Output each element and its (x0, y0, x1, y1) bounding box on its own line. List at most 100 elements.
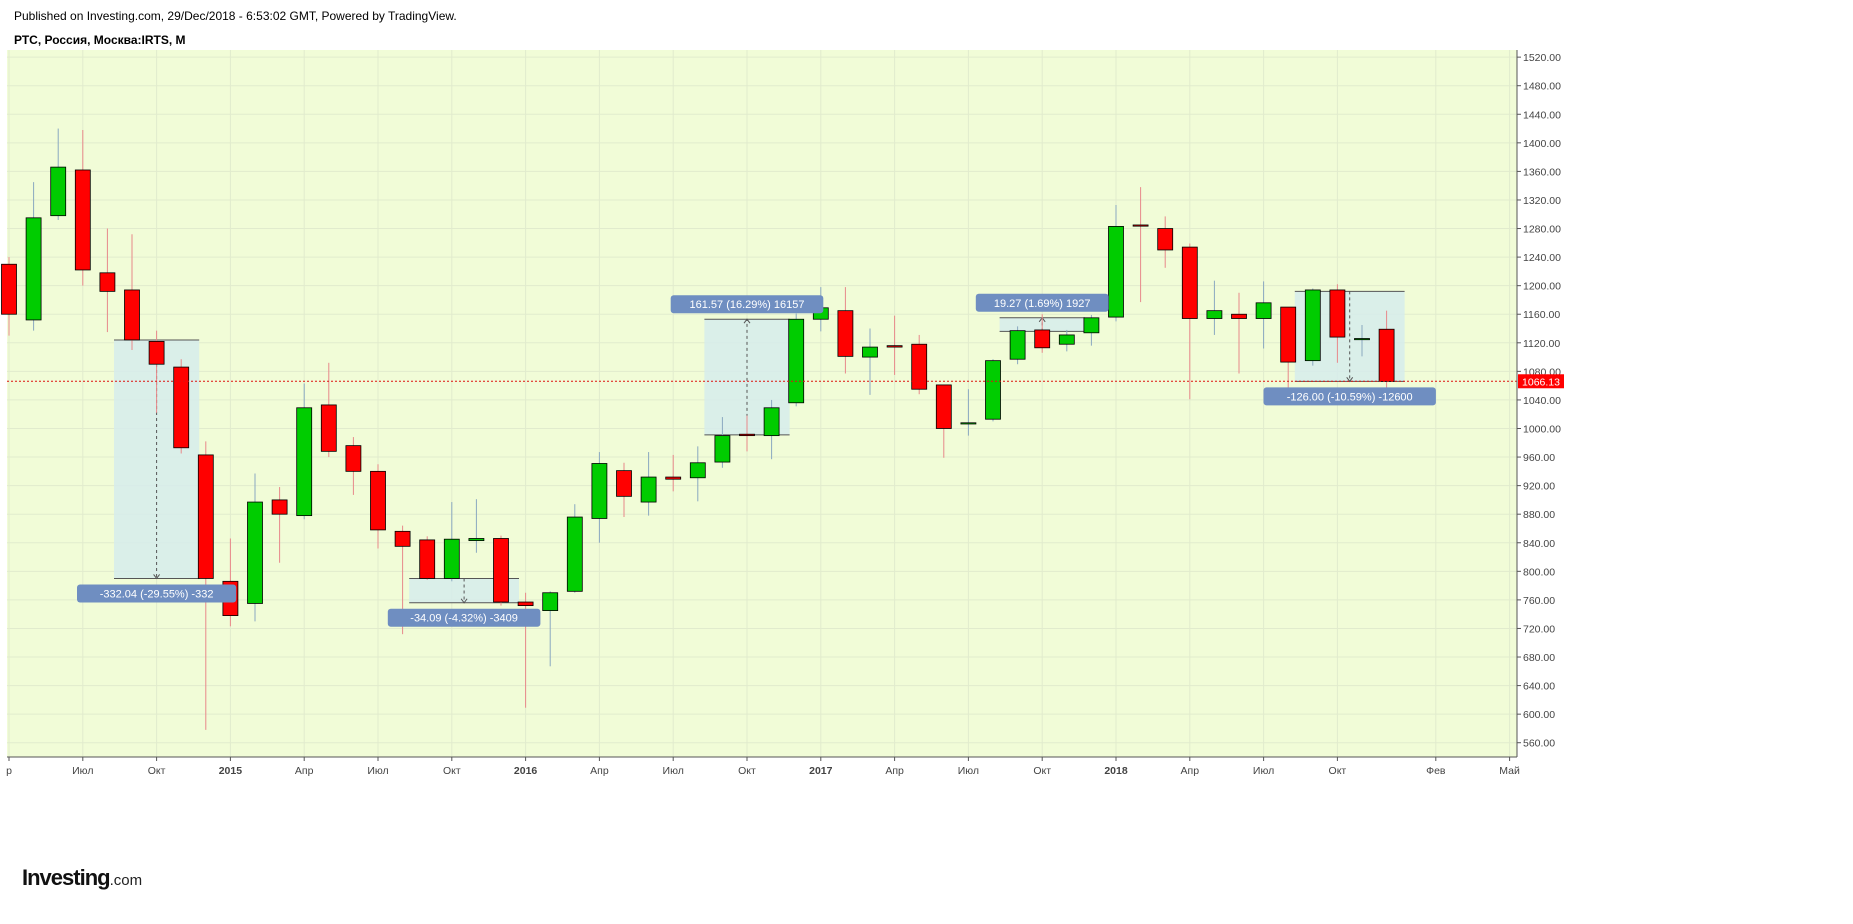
candle-2014-06[interactable] (50, 166, 67, 217)
price-tick-label: 1200.00 (1523, 281, 1561, 293)
candle-2015-11[interactable] (468, 538, 485, 542)
price-tick-label: 720.00 (1523, 623, 1555, 635)
price-tick-label: 800.00 (1523, 566, 1555, 578)
time-tick-label: Апр (295, 765, 314, 777)
candle-2015-05[interactable] (320, 404, 337, 452)
price-tick-label: 680.00 (1523, 652, 1555, 664)
candle-2014-05[interactable] (25, 217, 42, 321)
price-tick-label: 640.00 (1523, 681, 1555, 693)
candle-2018-08[interactable] (1280, 306, 1297, 363)
candle-2015-02[interactable] (247, 501, 263, 604)
candle-2016-06[interactable] (640, 476, 657, 503)
measure-label-bg (975, 293, 1109, 312)
candle-2018-09[interactable] (1304, 289, 1321, 362)
candle-2017-10[interactable] (1034, 329, 1051, 349)
candle-2014-09[interactable] (124, 289, 140, 341)
candle-2015-03[interactable] (271, 499, 288, 515)
candle-2015-09[interactable] (419, 539, 436, 579)
measure-label-bg (387, 608, 541, 627)
measure-label: 161.57 (16.29%) 16157 (670, 295, 824, 314)
candle-2016-04[interactable] (591, 463, 608, 519)
price-axis[interactable]: 560.00 600.00 640.00 680.00 720.00 760.00 800.… (1516, 50, 1853, 757)
time-tick-label: 2016 (514, 765, 538, 777)
candle-2014-11[interactable] (173, 366, 190, 449)
candle-2016-08[interactable] (689, 462, 706, 479)
price-tick-label: 600.00 (1523, 709, 1555, 721)
candle-2014-07[interactable] (74, 169, 91, 271)
time-tick-label: Фев (1426, 765, 1446, 777)
price-tick-label: 1480.00 (1523, 81, 1561, 93)
measure-arrowhead (1346, 377, 1354, 383)
candle-2018-06[interactable] (1231, 313, 1247, 319)
candle-2015-07[interactable] (370, 470, 386, 531)
candle-2015-08[interactable] (394, 530, 411, 547)
time-tick-label: 2018 (1104, 765, 1128, 777)
candle-2017-02[interactable] (837, 310, 854, 357)
candle-2016-03[interactable] (566, 516, 583, 592)
candle-2015-12[interactable] (493, 538, 509, 603)
last-price-badge (1518, 374, 1564, 389)
measure-arrowhead (460, 598, 468, 604)
candle-2017-03[interactable] (862, 346, 878, 358)
candle-2018-07[interactable] (1255, 302, 1272, 319)
candle-2017-06[interactable] (935, 384, 952, 429)
candle-2018-10[interactable] (1329, 289, 1346, 338)
candle-2017-07[interactable] (960, 422, 977, 425)
measure-label: -126.00 (-10.59%) -12600 (1263, 387, 1436, 406)
symbol-title: РТС, Россия, Москва:IRTS, M (14, 33, 186, 47)
price-axis-bg (1517, 50, 1853, 757)
candle-2017-05[interactable] (911, 343, 928, 390)
measure-arrowhead (153, 574, 160, 580)
investing-logo[interactable]: Investing.com (22, 865, 142, 891)
candle-2015-10[interactable] (443, 538, 460, 579)
candle-2017-12[interactable] (1083, 317, 1100, 334)
time-tick-label: Июл (367, 765, 388, 777)
candle-2018-03[interactable] (1157, 228, 1174, 251)
candle-2017-04[interactable] (886, 345, 903, 348)
measure-label-bg (77, 584, 237, 603)
candle-2018-11[interactable] (1354, 338, 1370, 341)
candle-2016-12[interactable] (788, 318, 805, 404)
candle-2014-12[interactable] (197, 454, 214, 579)
candle-2016-01[interactable] (517, 601, 534, 607)
candle-2014-10[interactable] (148, 340, 165, 365)
candle-2016-02[interactable] (542, 592, 559, 612)
candle-2017-09[interactable] (1009, 330, 1026, 360)
last-price-label: 1066.13 (1522, 376, 1560, 388)
measure-label-text: 161.57 (16.29%) 16157 (690, 299, 805, 311)
candle-2018-04[interactable] (1181, 246, 1198, 319)
time-tick-label: Июл (663, 765, 684, 777)
candle-2018-12[interactable] (1378, 328, 1395, 382)
price-tick-label: 1320.00 (1523, 195, 1561, 207)
time-tick-label: Окт (148, 765, 166, 777)
measure-label-text: -34.09 (-4.32%) -3409 (410, 613, 518, 625)
candle-2016-09[interactable] (714, 435, 731, 463)
candles[interactable] (1, 128, 1395, 730)
measure-label-bg (1263, 387, 1436, 406)
price-tick-label: 1240.00 (1523, 252, 1561, 264)
candle-2017-08[interactable] (985, 360, 1001, 420)
candle-2016-11[interactable] (763, 407, 780, 437)
published-note: Published on Investing.com, 29/Dec/2018 … (14, 9, 457, 23)
time-axis[interactable]: р Июл Окт 2015 Апр Июл Окт 2016 Апр Июл Окт 2017 Апр… (6, 756, 1520, 777)
price-tick-label: 920.00 (1523, 481, 1555, 493)
candle-2016-07[interactable] (665, 476, 682, 480)
measure-label-text: -332.04 (-29.55%) -332 (100, 588, 214, 600)
candle-2018-02[interactable] (1132, 224, 1149, 227)
time-tick-label: Окт (443, 765, 461, 777)
time-tick-label: 2015 (219, 765, 243, 777)
measure-label-text: 19.27 (1.69%) 1927 (994, 298, 1091, 310)
candle-2018-01[interactable] (1108, 225, 1124, 318)
candle-2015-04[interactable] (296, 407, 313, 517)
measure-labels: -332.04 (-29.55%) -332 -34.09 (-4.32%) -3… (77, 293, 1436, 627)
candle-2015-06[interactable] (345, 445, 362, 472)
candle-2017-11[interactable] (1058, 334, 1075, 345)
price-tick-label: 760.00 (1523, 595, 1555, 607)
price-tick-label: 1400.00 (1523, 138, 1561, 150)
candle-2014-04[interactable] (1, 263, 17, 315)
candle-2016-05[interactable] (616, 470, 632, 497)
candle-2014-08[interactable] (99, 272, 116, 292)
candle-2016-10[interactable] (739, 433, 755, 437)
candle-2018-05[interactable] (1206, 310, 1223, 319)
